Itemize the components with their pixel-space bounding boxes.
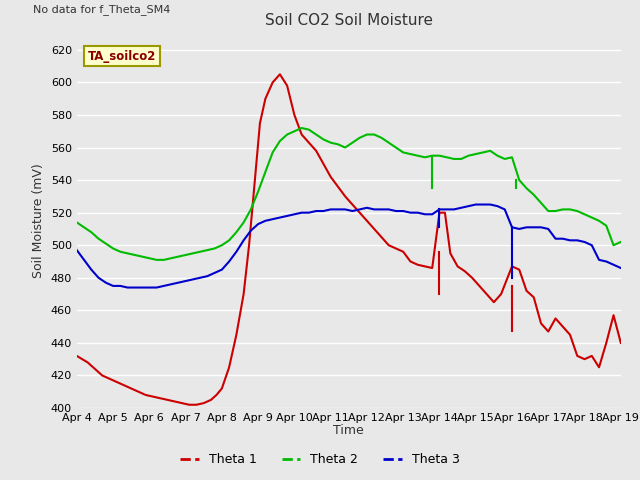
Title: Soil CO2 Soil Moisture: Soil CO2 Soil Moisture xyxy=(265,13,433,28)
Y-axis label: Soil Moisture (mV): Soil Moisture (mV) xyxy=(32,163,45,278)
Legend: Theta 1, Theta 2, Theta 3: Theta 1, Theta 2, Theta 3 xyxy=(175,448,465,471)
Text: No data for f_Theta_SM4: No data for f_Theta_SM4 xyxy=(33,4,171,14)
Text: TA_soilco2: TA_soilco2 xyxy=(88,50,156,63)
X-axis label: Time: Time xyxy=(333,424,364,437)
